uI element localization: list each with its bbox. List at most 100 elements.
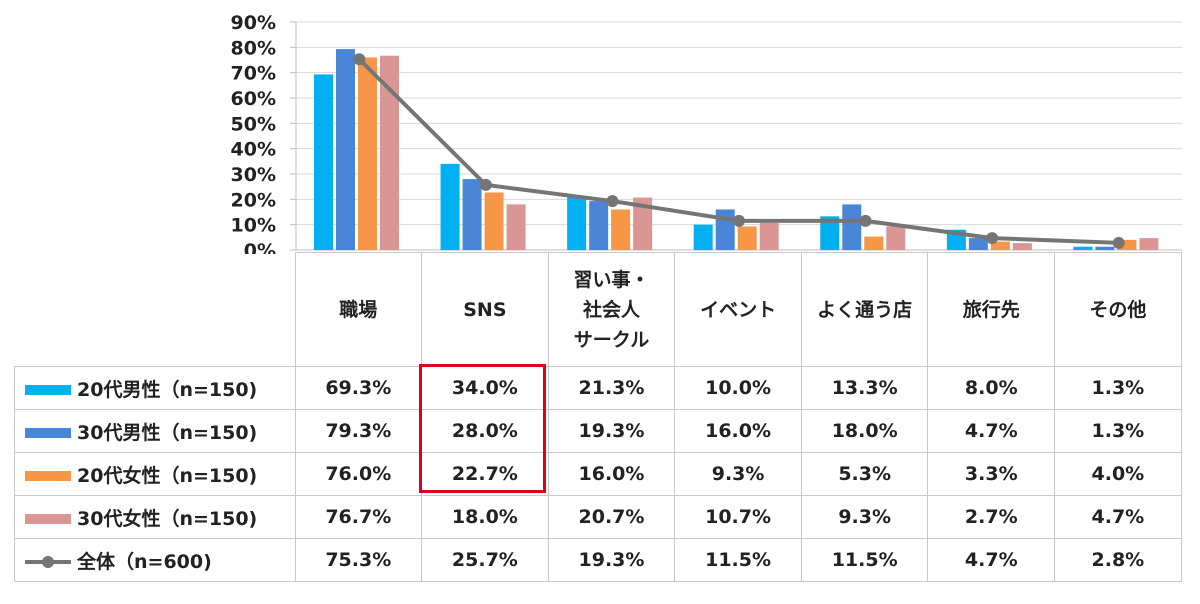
data-cell: 19.3% — [547, 409, 676, 453]
table-corner — [14, 252, 296, 367]
table-row: 20代男性（n=150) 69.3% 34.0% 21.3% 10.0% 13.3% 8.0… — [14, 366, 1182, 410]
bar — [589, 201, 609, 250]
y-tick-label: 90% — [231, 12, 276, 34]
category-label: イベント — [674, 252, 802, 367]
category-label: SNS — [421, 252, 549, 367]
data-cell: 79.3% — [294, 409, 423, 453]
bar — [1012, 243, 1032, 250]
data-cell: 11.5% — [674, 538, 802, 582]
legend-swatch — [25, 471, 71, 481]
category-label: 習い事・ 社会人 サークル — [547, 252, 676, 367]
y-tick-label: 20% — [231, 189, 276, 211]
overall-line-point — [1112, 236, 1125, 249]
data-cell: 75.3% — [294, 538, 423, 582]
bar — [820, 216, 840, 250]
category-label: その他 — [1054, 252, 1182, 367]
legend-line-swatch — [25, 555, 71, 569]
data-cell: 22.7% — [421, 452, 549, 496]
bar — [358, 57, 377, 250]
bar — [484, 192, 504, 250]
overall-line-point — [606, 195, 619, 208]
data-cell: 4.7% — [1054, 495, 1182, 539]
series-name: 30代男性（n=150) — [77, 421, 258, 444]
legend-entry: 30代女性（n=150) — [14, 495, 296, 539]
series-name: 20代男性（n=150) — [77, 378, 258, 401]
bar — [864, 236, 884, 250]
overall-line-point — [986, 232, 999, 245]
bar — [1073, 246, 1093, 250]
bar — [633, 197, 653, 250]
data-cell: 8.0% — [927, 366, 1056, 410]
bar — [611, 209, 631, 250]
series-name: 20代女性（n=150) — [77, 464, 258, 487]
data-cell: 13.3% — [800, 366, 929, 410]
bar — [968, 238, 988, 250]
data-cell: 76.0% — [294, 452, 423, 496]
series-name: 30代女性（n=150) — [77, 507, 258, 530]
bar — [1117, 239, 1137, 250]
legend-entry: 20代女性（n=150) — [14, 452, 296, 496]
data-cell: 1.3% — [1054, 366, 1182, 410]
legend-entry: 全体（n=600) — [14, 538, 296, 582]
y-tick-label: 0% — [244, 240, 276, 254]
overall-line-point — [353, 53, 366, 66]
data-cell: 2.7% — [927, 495, 1056, 539]
data-cell: 69.3% — [294, 366, 423, 410]
bar — [440, 163, 460, 250]
data-cell: 5.3% — [800, 452, 929, 496]
data-cell: 3.3% — [927, 452, 1056, 496]
data-cell: 11.5% — [800, 538, 929, 582]
table-header-row: 職場 SNS 習い事・ 社会人 サークル イベント よく通う店 旅行先 その他 — [14, 252, 1182, 367]
data-cell: 18.0% — [800, 409, 929, 453]
table-row: 30代男性（n=150) 79.3% 28.0% 19.3% 16.0% 18.0% 4.7… — [14, 409, 1182, 453]
data-cell: 18.0% — [421, 495, 549, 539]
y-tick-label: 40% — [231, 139, 276, 161]
category-label: 旅行先 — [927, 252, 1056, 367]
bar — [380, 55, 399, 251]
data-cell: 10.0% — [674, 366, 802, 410]
legend-entry: 30代男性（n=150) — [14, 409, 296, 453]
data-cell: 16.0% — [674, 409, 802, 453]
legend-entry: 20代男性（n=150) — [14, 366, 296, 410]
y-tick-label: 50% — [231, 113, 276, 135]
bar — [737, 226, 757, 250]
bar — [842, 204, 862, 250]
data-cell: 4.0% — [1054, 452, 1182, 496]
table-row: 全体（n=600) 75.3% 25.7% 19.3% 11.5% 11.5% 4.7% 2.… — [14, 538, 1182, 582]
data-cell: 76.7% — [294, 495, 423, 539]
category-label: 職場 — [294, 252, 423, 367]
data-cell: 1.3% — [1054, 409, 1182, 453]
bar — [506, 204, 526, 250]
y-tick-label: 10% — [231, 215, 276, 237]
data-cell: 34.0% — [421, 366, 549, 410]
data-table: 職場 SNS 習い事・ 社会人 サークル イベント よく通う店 旅行先 その他 20代男性（n=1… — [14, 252, 1182, 582]
bar — [567, 196, 587, 250]
bar — [336, 49, 355, 251]
data-cell: 9.3% — [800, 495, 929, 539]
data-cell: 4.7% — [927, 409, 1056, 453]
category-label: よく通う店 — [800, 252, 929, 367]
data-cell: 28.0% — [421, 409, 549, 453]
y-tick-label: 80% — [231, 37, 276, 59]
data-cell: 25.7% — [421, 538, 549, 582]
bar — [314, 74, 333, 250]
bar — [693, 224, 713, 250]
data-cell: 21.3% — [547, 366, 676, 410]
bar — [715, 209, 735, 250]
bar — [886, 226, 906, 250]
legend-swatch — [25, 428, 71, 438]
data-cell: 4.7% — [927, 538, 1056, 582]
overall-line-point — [859, 214, 872, 227]
table-row: 20代女性（n=150) 76.0% 22.7% 16.0% 9.3% 5.3% 3.3% 4… — [14, 452, 1182, 496]
overall-line-point — [479, 178, 492, 191]
y-tick-label: 60% — [231, 88, 276, 110]
bar — [990, 241, 1010, 250]
chart-area: 0% 10% 20% 30% 40% 50% 60% 70% 80% 90% — [231, 12, 1182, 254]
data-cell: 9.3% — [674, 452, 802, 496]
bar — [462, 179, 482, 250]
legend-swatch — [25, 385, 71, 395]
legend-swatch — [25, 514, 71, 524]
data-cell: 20.7% — [547, 495, 676, 539]
data-cell: 2.8% — [1054, 538, 1182, 582]
data-cell: 10.7% — [674, 495, 802, 539]
